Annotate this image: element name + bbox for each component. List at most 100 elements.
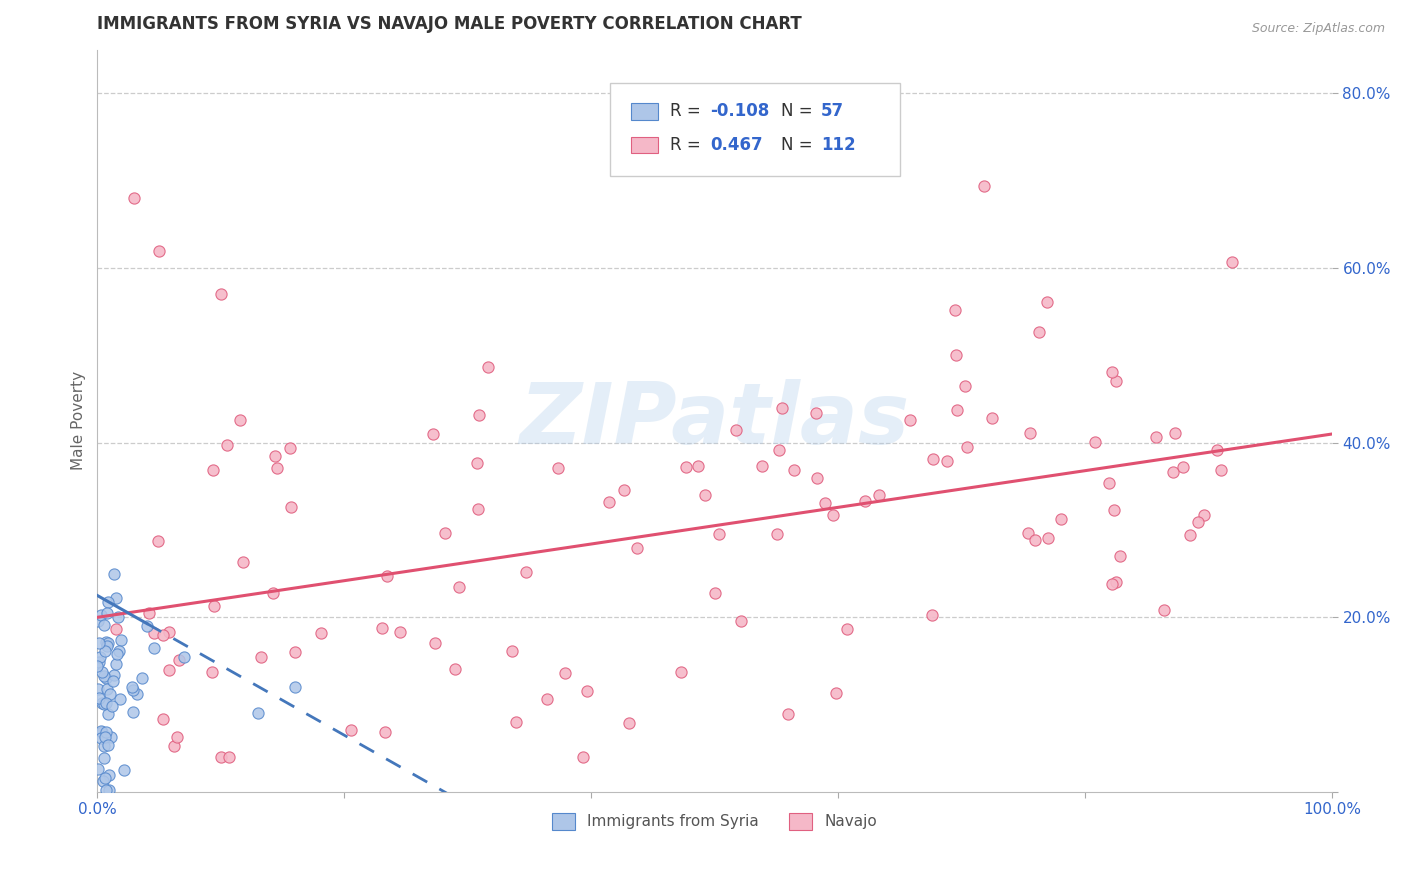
Point (97, 739, 120, 753)
Point (617, 716, 640, 731)
Point (105, 591, 128, 606)
Point (943, 303, 966, 318)
Point (96, 635, 118, 649)
Point (1104, 503, 1126, 517)
Point (94, 731, 117, 745)
Text: Source: ZipAtlas.com: Source: ZipAtlas.com (1251, 22, 1385, 36)
Point (201, 463, 224, 477)
Point (768, 443, 790, 458)
Point (266, 461, 288, 475)
Point (814, 496, 837, 510)
Point (278, 441, 301, 455)
Point (91, 665, 114, 680)
Point (626, 541, 648, 555)
Point (91, 773, 114, 788)
Point (135, 619, 157, 633)
Point (375, 569, 398, 583)
Point (921, 451, 943, 466)
Point (166, 730, 188, 744)
Text: 0.467: 0.467 (710, 136, 762, 153)
Point (97, 783, 120, 797)
Point (675, 459, 697, 474)
Text: N =: N = (782, 103, 818, 120)
Point (1144, 430, 1167, 444)
Point (1097, 475, 1119, 490)
Point (105, 647, 128, 661)
Point (956, 440, 979, 454)
Point (370, 621, 392, 635)
Point (921, 607, 943, 622)
Point (103, 667, 125, 681)
Point (953, 379, 976, 393)
Point (1222, 255, 1244, 269)
Point (1205, 443, 1227, 458)
Point (823, 508, 845, 523)
Point (547, 461, 569, 475)
Point (1161, 465, 1184, 479)
Point (108, 692, 131, 706)
Point (108, 644, 131, 658)
Point (94, 671, 117, 685)
Point (280, 500, 302, 515)
Point (423, 636, 446, 650)
Point (598, 495, 620, 509)
Point (1173, 460, 1195, 475)
Point (246, 706, 269, 721)
Point (1209, 463, 1232, 477)
Point (981, 410, 1004, 425)
Point (97, 636, 120, 650)
Point (201, 665, 224, 680)
Point (96, 696, 118, 710)
Point (1036, 295, 1059, 310)
Point (945, 348, 967, 362)
Point (468, 408, 491, 422)
Point (157, 624, 180, 639)
Point (704, 586, 727, 600)
Text: -0.108: -0.108 (710, 103, 769, 120)
Point (263, 449, 285, 463)
Point (898, 412, 921, 426)
Point (93, 697, 115, 711)
Point (103, 566, 125, 581)
Point (90, 723, 112, 738)
Point (422, 426, 444, 441)
Text: IMMIGRANTS FROM SYRIA VS NAVAJO MALE POVERTY CORRELATION CHART: IMMIGRANTS FROM SYRIA VS NAVAJO MALE POV… (97, 15, 801, 33)
Point (1105, 574, 1128, 589)
Point (1084, 435, 1107, 450)
Point (853, 494, 876, 508)
Point (209, 287, 232, 301)
Point (776, 706, 799, 721)
FancyBboxPatch shape (631, 103, 658, 120)
Point (1178, 528, 1201, 542)
Point (100, 730, 122, 744)
Point (163, 739, 186, 754)
Text: ZIPatlas: ZIPatlas (520, 379, 910, 462)
Point (93, 668, 115, 682)
Point (232, 555, 254, 569)
Point (374, 724, 396, 739)
Point (87, 682, 110, 697)
Point (250, 649, 273, 664)
Point (806, 405, 828, 419)
Point (142, 640, 165, 655)
Point (536, 691, 558, 706)
Point (1028, 325, 1050, 339)
Point (515, 565, 537, 579)
Point (477, 359, 499, 374)
Point (89, 649, 111, 664)
Point (806, 471, 828, 485)
Point (143, 626, 166, 640)
Point (98, 768, 121, 782)
Point (87, 655, 110, 669)
Point (1109, 549, 1132, 563)
Point (751, 459, 773, 474)
Point (96, 606, 118, 620)
Point (669, 665, 692, 679)
Point (94, 771, 117, 785)
Point (688, 458, 710, 473)
Point (209, 750, 232, 764)
Point (202, 599, 225, 613)
Point (101, 698, 124, 713)
Point (284, 680, 307, 694)
Point (167, 653, 190, 667)
